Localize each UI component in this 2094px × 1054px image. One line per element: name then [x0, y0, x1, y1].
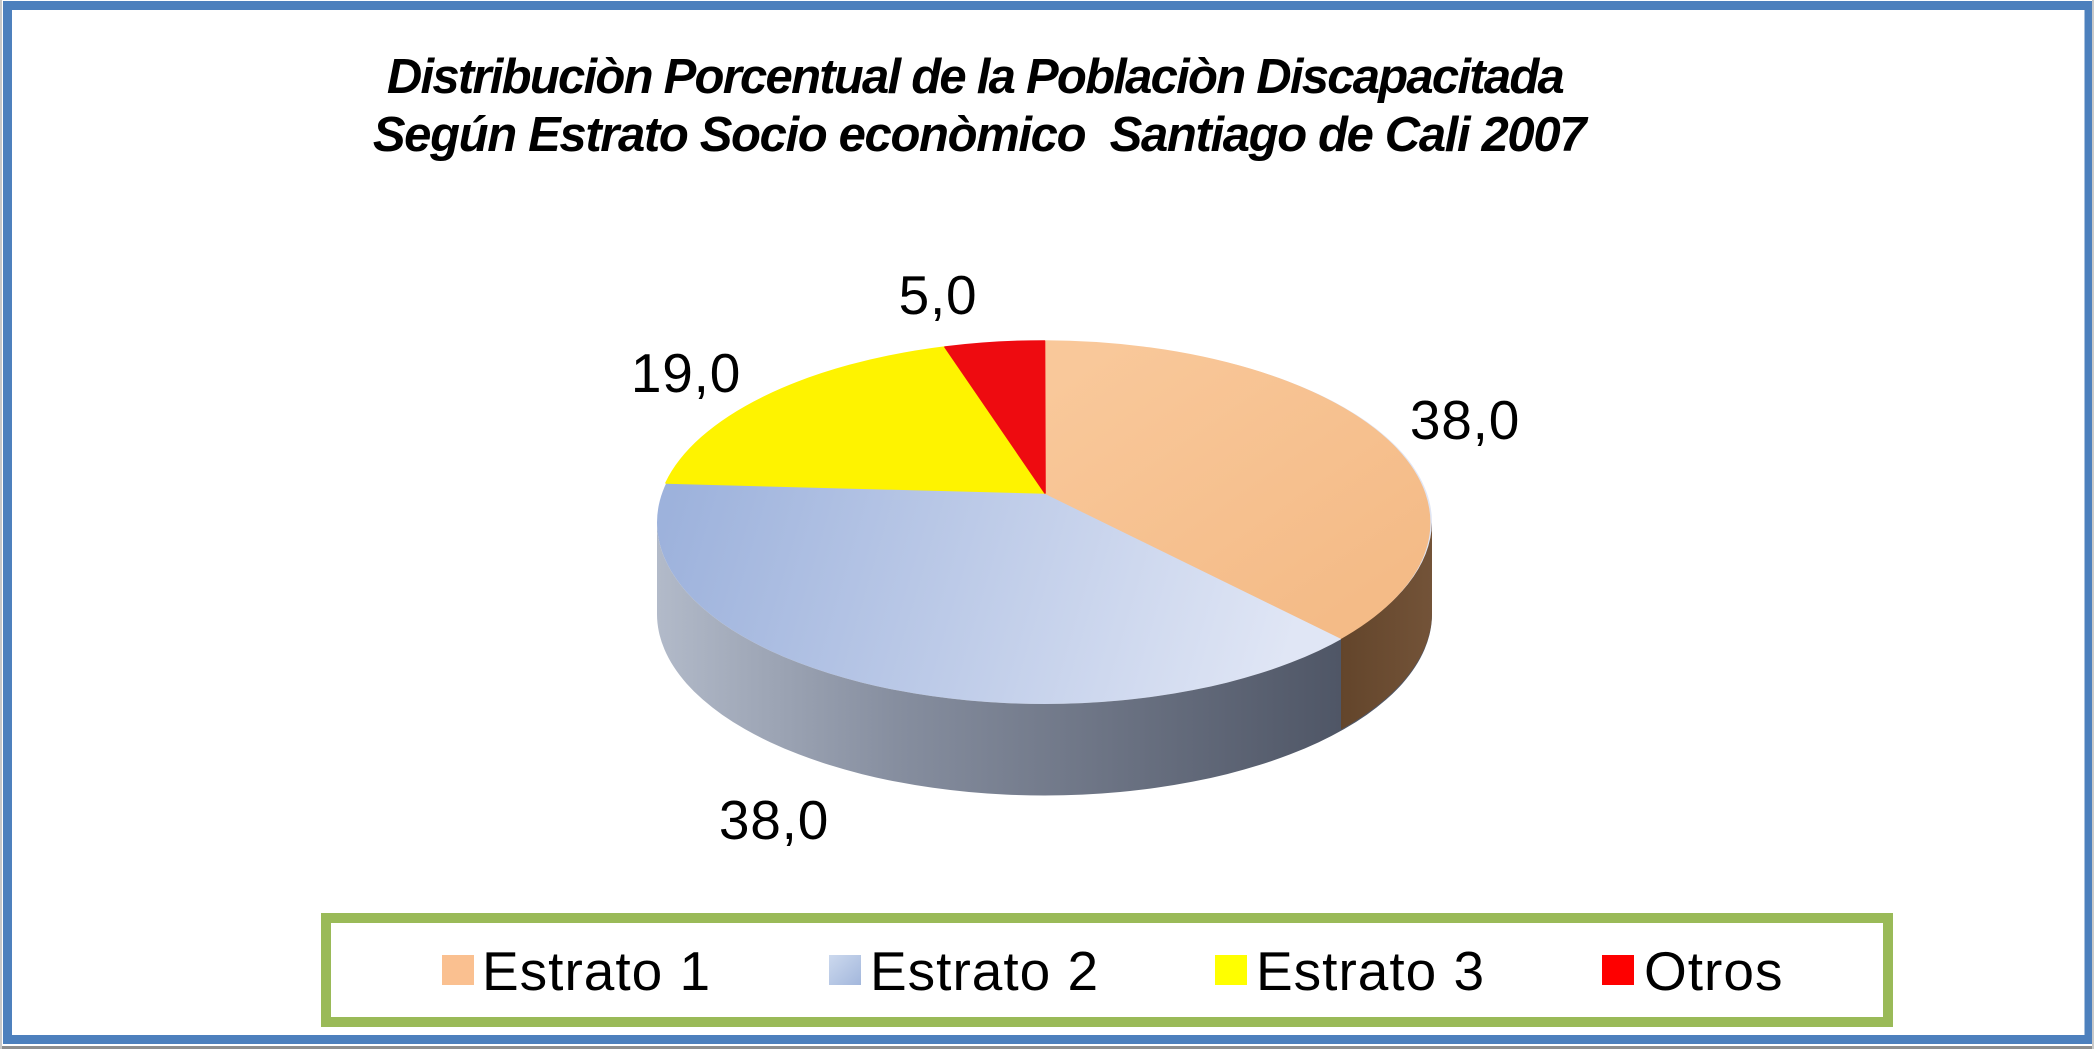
svg-text:Según Estrato Socio econòmico: Según Estrato Socio econòmico Santiago d… [373, 108, 1589, 162]
svg-text:38,0: 38,0 [719, 789, 829, 851]
svg-text:Estrato 1: Estrato 1 [482, 940, 711, 1002]
svg-text:38,0: 38,0 [1410, 389, 1520, 451]
svg-text:19,0: 19,0 [631, 342, 741, 404]
svg-text:Otros: Otros [1644, 940, 1783, 1002]
svg-text:5,0: 5,0 [899, 264, 978, 326]
svg-text:Estrato 2: Estrato 2 [870, 940, 1099, 1002]
svg-text:Distribuciòn Porcentual de la: Distribuciòn Porcentual de la Poblaciòn … [387, 50, 1564, 104]
svg-text:Estrato 3: Estrato 3 [1256, 940, 1485, 1002]
